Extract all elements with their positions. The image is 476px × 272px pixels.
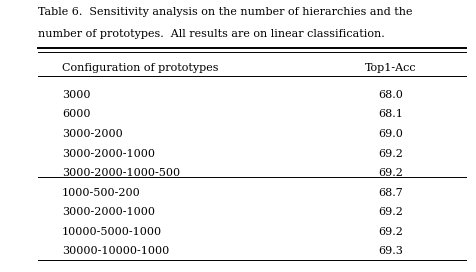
- Text: 69.2: 69.2: [378, 227, 403, 237]
- Text: 30000-10000-1000: 30000-10000-1000: [62, 246, 169, 256]
- Text: 6000: 6000: [62, 109, 90, 119]
- Text: 68.1: 68.1: [378, 109, 403, 119]
- Text: 69.2: 69.2: [378, 168, 403, 178]
- Text: 3000-2000: 3000-2000: [62, 129, 123, 139]
- Text: 10000-5000-1000: 10000-5000-1000: [62, 227, 162, 237]
- Text: 3000-2000-1000-500: 3000-2000-1000-500: [62, 168, 180, 178]
- Text: 69.3: 69.3: [378, 246, 403, 256]
- Text: Table 6.  Sensitivity analysis on the number of hierarchies and the: Table 6. Sensitivity analysis on the num…: [38, 7, 413, 17]
- Text: 3000: 3000: [62, 90, 90, 100]
- Text: 1000-500-200: 1000-500-200: [62, 188, 140, 198]
- Text: 68.7: 68.7: [378, 188, 403, 198]
- Text: 3000-2000-1000: 3000-2000-1000: [62, 207, 155, 217]
- Text: 68.0: 68.0: [378, 90, 403, 100]
- Text: 69.0: 69.0: [378, 129, 403, 139]
- Text: Configuration of prototypes: Configuration of prototypes: [62, 63, 218, 73]
- Text: Top1-Acc: Top1-Acc: [365, 63, 416, 73]
- Text: 3000-2000-1000: 3000-2000-1000: [62, 149, 155, 159]
- Text: 69.2: 69.2: [378, 149, 403, 159]
- Text: 69.2: 69.2: [378, 207, 403, 217]
- Text: number of prototypes.  All results are on linear classification.: number of prototypes. All results are on…: [38, 29, 385, 39]
